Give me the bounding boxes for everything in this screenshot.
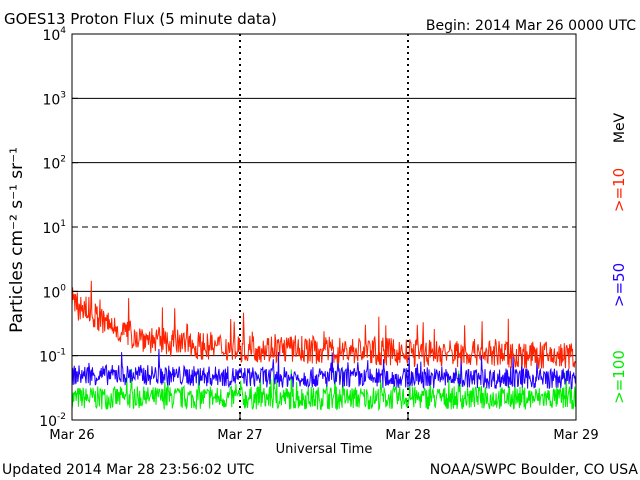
y-tick-label: 100 [42,283,66,301]
series-line-ge100 [71,368,576,412]
y-tick-label: 102 [42,155,66,173]
chart-title: GOES13 Proton Flux (5 minute data) [4,10,277,28]
x-tick-label: Mar 26 [49,428,94,443]
y-axis-label: Particles cm⁻² s⁻¹ sr⁻¹ [7,147,27,333]
day-dividers [239,34,409,420]
series-layer [71,280,576,412]
legend: >=10 >=50 >=100 MeV [610,112,628,403]
x-tick-label: Mar 28 [385,428,430,443]
plot-frame [71,33,577,421]
legend-entry-ge10: >=10 [610,168,628,212]
reference-lines [72,97,576,357]
credit: NOAA/SWPC Boulder, CO USA [430,462,639,478]
begin-time: Begin: 2014 Mar 26 0000 UTC [426,18,636,34]
y-tick-labels: 10-2 10-1 100 101 102 103 104 [39,26,78,430]
legend-entry-ge50: >=50 [610,263,628,307]
x-tick-label: Mar 29 [553,428,598,443]
y-tick-label: 103 [42,90,66,108]
series-line-ge10 [71,280,576,370]
series-line-ge50 [71,348,576,390]
y-tick-label: 101 [42,219,66,237]
x-axis-label: Universal Time [276,442,373,457]
x-tick-labels: Mar 26 Mar 27 Mar 28 Mar 29 [49,414,599,443]
legend-unit: MeV [612,112,628,143]
x-tick-label: Mar 27 [217,428,262,443]
y-tick-label: 10-2 [39,412,66,430]
y-tick-label: 104 [42,26,66,44]
legend-entry-ge100: >=100 [610,350,628,404]
updated-timestamp: Updated 2014 Mar 28 23:56:02 UTC [2,462,255,478]
y-tick-label: 10-1 [39,348,66,366]
